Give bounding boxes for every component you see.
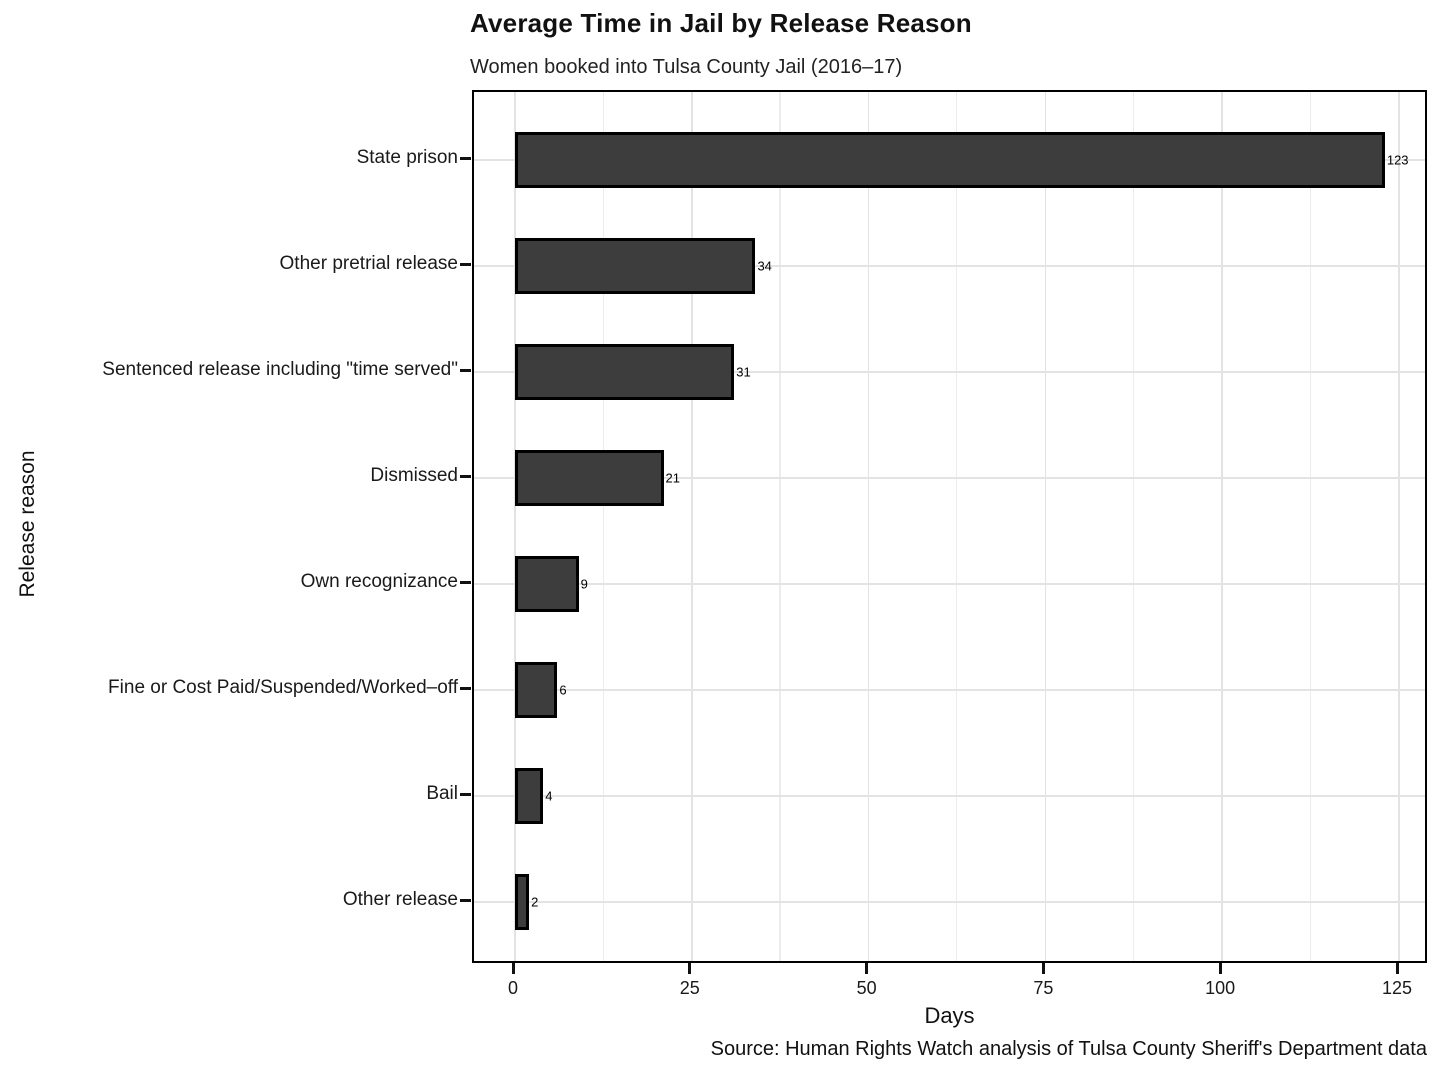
x-tick-label: 25: [679, 978, 700, 998]
y-category-label: Fine or Cost Paid/Suspended/Worked–off: [108, 677, 458, 698]
bar-value-label: 123: [1386, 152, 1409, 168]
y-axis-tick: [460, 792, 471, 796]
x-axis-tick: [865, 963, 869, 974]
y-axis-tick: [460, 898, 471, 902]
gridline-y-major: [474, 477, 1425, 479]
x-axis-tick: [688, 963, 692, 974]
y-axis-tick: [460, 580, 471, 584]
y-category-label: Dismissed: [370, 465, 458, 486]
y-axis-tick: [460, 686, 471, 690]
bar: [515, 344, 735, 400]
bar: [515, 874, 530, 930]
gridline-x-minor: [779, 92, 781, 961]
bar: [515, 556, 579, 612]
bar: [515, 450, 664, 506]
x-axis-tick: [1041, 963, 1045, 974]
x-tick-label: 50: [856, 978, 877, 998]
bar-value-label: 31: [736, 364, 751, 380]
gridline-y-major: [474, 901, 1425, 903]
y-axis-tick: [460, 262, 471, 266]
gridline-y-major: [474, 265, 1425, 267]
y-category-label: State prison: [356, 147, 458, 168]
bar-value-label: 21: [665, 470, 680, 486]
gridline-x-minor: [602, 92, 604, 961]
bar: [515, 132, 1385, 188]
bar: [515, 662, 558, 718]
y-category-label: Bail: [426, 783, 458, 804]
chart-title: Average Time in Jail by Release Reason: [470, 8, 972, 38]
chart-caption: Source: Human Rights Watch analysis of T…: [710, 1038, 1427, 1060]
gridline-x-minor: [1309, 92, 1311, 961]
y-axis-title: Release reason: [16, 450, 39, 598]
gridline-x-minor: [956, 92, 958, 961]
x-tick-label: 100: [1205, 978, 1236, 998]
bar: [515, 238, 756, 294]
gridline-x-major: [867, 92, 870, 961]
x-axis-tick: [511, 963, 515, 974]
gridline-x-major: [1221, 92, 1224, 961]
plot-panel: 123 34 31 21 9 6 4 2: [472, 90, 1427, 963]
y-category-label: Own recognizance: [300, 571, 458, 592]
bar-value-label: 34: [757, 258, 772, 274]
bar-value-label: 9: [580, 576, 588, 592]
y-category-label: Other release: [342, 889, 458, 910]
x-tick-label: 125: [1381, 978, 1413, 998]
gridline-y-major: [474, 689, 1425, 691]
x-axis-tick: [1218, 963, 1222, 974]
gridline-x-major: [1044, 92, 1047, 961]
bar-value-label: 4: [545, 788, 553, 804]
bar-value-label: 6: [559, 682, 567, 698]
gridline-y-major: [474, 795, 1425, 797]
x-axis-title: Days: [924, 1003, 975, 1028]
bar-value-label: 2: [531, 894, 539, 910]
gridline-x-major: [691, 92, 693, 961]
chart-subtitle: Women booked into Tulsa County Jail (201…: [470, 56, 903, 78]
x-axis-tick: [1395, 963, 1399, 974]
gridline-x-major: [1398, 92, 1400, 961]
x-tick-label: 0: [507, 978, 518, 998]
bar: [515, 768, 544, 824]
y-axis-tick: [460, 368, 471, 372]
gridline-y-major: [474, 371, 1425, 373]
y-axis-tick: [460, 474, 471, 478]
gridline-x-major: [514, 92, 516, 961]
y-category-label: Sentenced release including "time served…: [102, 359, 458, 380]
x-tick-label: 75: [1033, 978, 1054, 998]
gridline-x-minor: [1133, 92, 1135, 961]
y-category-label: Other pretrial release: [279, 253, 458, 274]
y-axis-tick: [460, 156, 471, 160]
gridline-y-major: [474, 583, 1425, 585]
